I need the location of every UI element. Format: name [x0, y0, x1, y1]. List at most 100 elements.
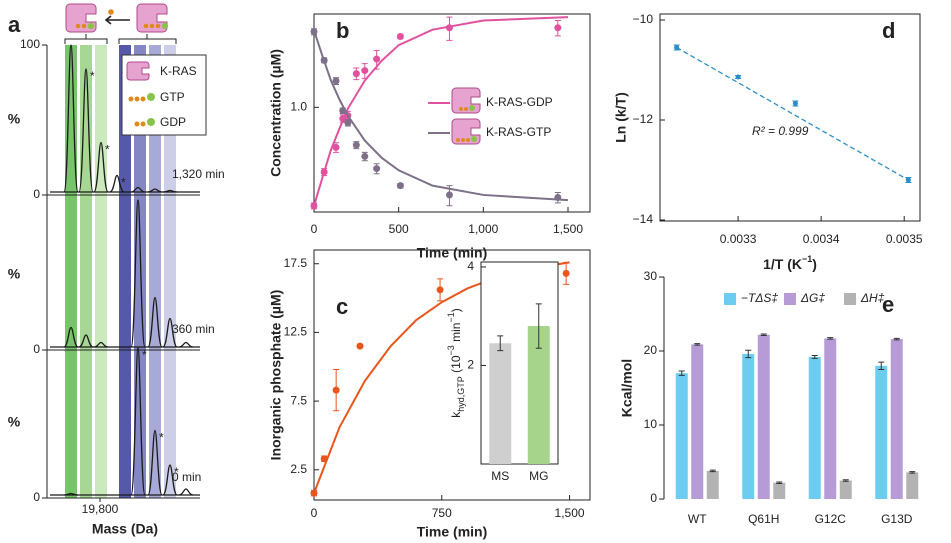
inset-y-title-part: hyd,GTP	[456, 376, 466, 412]
data-point	[310, 489, 318, 497]
peak	[63, 326, 79, 348]
x-tick-label: Q61H	[748, 512, 779, 526]
band	[95, 45, 107, 498]
legend-box	[121, 54, 207, 136]
legend-label: −TΔS‡	[741, 291, 778, 305]
trace-label: 0 min	[172, 470, 201, 484]
data-point	[792, 101, 798, 106]
bar	[706, 470, 719, 499]
peak	[109, 174, 125, 193]
data-point	[352, 70, 360, 78]
inset-y-title-part: )	[449, 308, 463, 312]
legend-icon	[140, 96, 146, 102]
legend-label: ΔG‡	[800, 291, 825, 305]
y-tick-label: 0	[650, 491, 657, 505]
data-point	[356, 342, 364, 350]
y-tick-label: −12	[633, 112, 654, 126]
y-tick-label: 2.5	[290, 462, 307, 476]
data-point	[674, 45, 680, 50]
y-tick-label: 100	[20, 37, 40, 51]
error-bar	[709, 469, 716, 473]
band	[65, 45, 77, 498]
x-tick-label: MS	[491, 469, 509, 483]
data-point	[361, 67, 369, 75]
arrow	[104, 15, 130, 25]
bar	[839, 480, 852, 499]
data-point	[332, 143, 340, 151]
bar	[675, 373, 688, 499]
band	[80, 45, 92, 498]
y-tick-label: 30	[644, 269, 658, 283]
y-tick-label: 20	[644, 343, 658, 357]
x-axis-title-part: )	[812, 256, 817, 272]
data-point	[320, 455, 328, 463]
data-point	[396, 33, 404, 41]
peak	[147, 188, 163, 193]
band	[149, 45, 161, 498]
band	[134, 45, 146, 498]
data-point	[344, 119, 352, 127]
x-tick-label: WT	[688, 512, 707, 526]
fit-curve	[313, 30, 569, 202]
peak	[130, 199, 146, 348]
guanosine-icon	[161, 22, 169, 30]
error-bar	[678, 370, 685, 376]
data-point	[352, 141, 360, 149]
bar	[527, 326, 550, 464]
legend-icon	[459, 107, 463, 111]
x-tick-label: 19,800	[82, 502, 119, 516]
panel-letter: e	[882, 292, 894, 317]
peak	[178, 488, 194, 496]
peak-label: *	[159, 431, 164, 445]
data-point	[310, 28, 318, 36]
x-tick-label: 0.0033	[720, 232, 757, 246]
legend-swatch	[844, 293, 856, 305]
phosphate-icon	[75, 23, 81, 29]
peak	[78, 68, 94, 193]
inset-y-title-part: −1	[446, 312, 456, 322]
legend-label: GDP	[160, 115, 186, 129]
bar	[824, 338, 837, 499]
data-point	[905, 177, 911, 183]
peak	[78, 334, 94, 348]
y-tick-label: 0	[33, 187, 40, 201]
x-axis-title: Time (min)	[417, 245, 488, 261]
bar	[808, 356, 821, 499]
error-bar	[776, 481, 783, 484]
legend-icon	[466, 138, 470, 142]
peak-label: *	[142, 348, 147, 362]
y-axis-title: %	[8, 414, 21, 430]
legend-icon	[140, 121, 146, 127]
legend-icon	[461, 138, 465, 142]
peak-label: *	[105, 143, 110, 157]
panel-letter: d	[882, 18, 895, 43]
error-bar	[497, 335, 504, 352]
x-tick-label: MG	[529, 469, 548, 483]
error-bar	[842, 479, 849, 482]
data-point	[735, 74, 741, 80]
peak	[130, 186, 146, 193]
y-axis-title: %	[8, 111, 21, 127]
error-bar	[760, 333, 767, 336]
x-tick-label: 0.0035	[886, 232, 923, 246]
bar	[890, 339, 903, 499]
peak	[93, 141, 109, 193]
error-bar	[745, 349, 752, 359]
bar	[773, 482, 786, 499]
legend-icon	[134, 96, 140, 102]
peak	[93, 341, 109, 348]
bar	[742, 353, 755, 499]
data-point	[339, 115, 347, 123]
data-point	[373, 55, 381, 63]
legend-icon	[471, 136, 477, 142]
panel-letter: b	[336, 18, 349, 43]
inset-y-title-part: k	[449, 411, 463, 418]
error-bar	[811, 354, 818, 359]
y-axis-title: Kcal/mol	[619, 359, 635, 417]
legend-label: K-RAS	[160, 64, 197, 78]
band-bracket	[64, 34, 177, 44]
legend-icon	[469, 105, 475, 111]
reaction-icons	[65, 3, 169, 33]
